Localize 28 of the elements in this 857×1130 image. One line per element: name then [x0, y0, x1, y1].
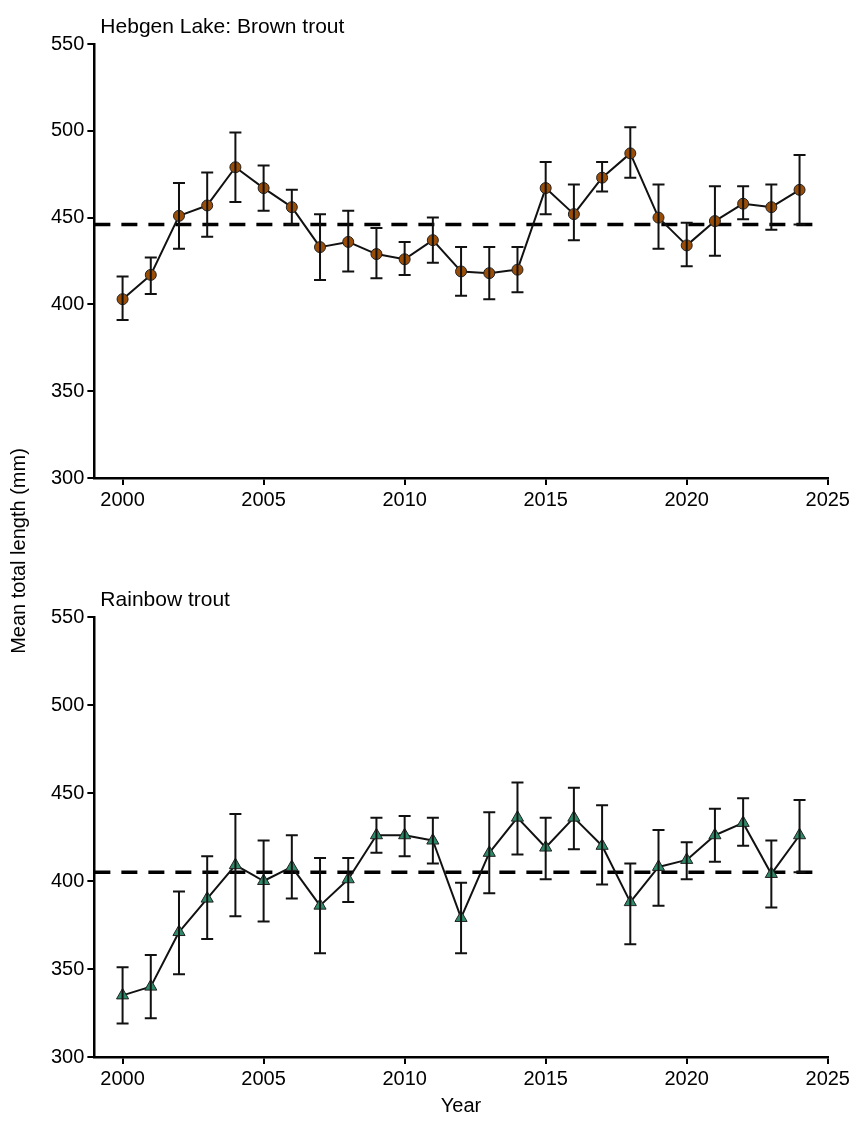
- y-tick-label: 500: [50, 118, 85, 141]
- x-axis-title: Year: [440, 1093, 482, 1116]
- y-tick-label: 300: [50, 465, 85, 488]
- y-tick-label: 350: [50, 956, 85, 979]
- x-tick-label: 2025: [805, 1066, 850, 1089]
- x-tick-label: 2015: [523, 487, 568, 510]
- y-tick-label: 400: [50, 868, 85, 891]
- x-tick-label: 2005: [241, 1066, 286, 1089]
- y-tick-label: 300: [50, 1044, 85, 1067]
- y-tick-label: 550: [50, 604, 85, 627]
- y-tick-label: 400: [50, 291, 85, 314]
- x-tick-label: 2010: [382, 487, 427, 510]
- x-tick-label: 2025: [805, 487, 850, 510]
- y-tick-label: 500: [50, 692, 85, 715]
- x-tick-label: 2005: [241, 487, 286, 510]
- x-tick-label: 2020: [664, 1066, 709, 1089]
- y-tick-label: 450: [50, 780, 85, 803]
- x-tick-label: 2020: [664, 487, 709, 510]
- y-tick-label: 550: [50, 31, 85, 54]
- x-tick-label: 2000: [100, 487, 145, 510]
- y-tick-label: 450: [50, 205, 85, 228]
- x-tick-label: 2010: [382, 1066, 427, 1089]
- chart-title: Rainbow trout: [100, 587, 231, 611]
- x-tick-label: 2000: [100, 1066, 145, 1089]
- y-axis-title: Mean total length (mm): [6, 448, 30, 654]
- chart-title: Hebgen Lake: Brown trout: [100, 14, 345, 38]
- y-tick-label: 350: [50, 378, 85, 401]
- x-tick-label: 2015: [523, 1066, 568, 1089]
